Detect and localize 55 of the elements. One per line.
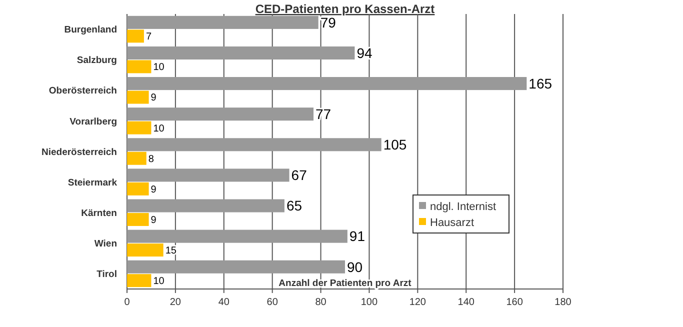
x-tick-label: 180 — [554, 297, 572, 308]
data-label: 7 — [146, 32, 152, 43]
y-tick-label: Niederösterreich — [41, 146, 118, 158]
bar — [127, 230, 348, 243]
bar — [127, 121, 152, 134]
data-label: 9 — [150, 214, 157, 226]
bar — [127, 138, 382, 152]
y-tick-label: Steiermark — [68, 177, 118, 188]
legend-label: ndgl. Internist — [430, 200, 496, 213]
data-label: 10 — [153, 123, 165, 134]
bar — [127, 30, 144, 43]
legend-label: Hausarzt — [430, 216, 474, 229]
y-tick-label: Wien — [94, 238, 118, 250]
bar — [127, 274, 152, 288]
x-tick-label: 80 — [315, 297, 327, 308]
y-tick-label: Kärnten — [81, 208, 118, 219]
bar — [127, 60, 152, 74]
bar — [127, 260, 345, 274]
x-tick-label: 140 — [458, 297, 475, 308]
data-label: 9 — [150, 184, 157, 196]
x-tick-label: 160 — [506, 297, 524, 308]
bar — [127, 244, 164, 257]
x-tick-label: 60 — [266, 297, 278, 308]
bar — [127, 168, 290, 182]
bar — [127, 90, 149, 104]
bar — [127, 152, 146, 165]
bar — [127, 199, 284, 212]
x-tick-label: 0 — [124, 297, 130, 308]
bar — [127, 16, 318, 29]
y-tick-label: Oberösterreich — [48, 86, 118, 97]
x-tick-label: 100 — [360, 297, 378, 308]
x-tick-label: 20 — [170, 297, 182, 308]
bar — [127, 108, 314, 121]
data-label: 65 — [286, 198, 302, 214]
data-label: 105 — [383, 136, 407, 153]
x-tick-label: 40 — [218, 297, 230, 308]
data-label: 8 — [148, 154, 154, 165]
data-label: 67 — [291, 167, 308, 184]
bar — [127, 182, 149, 196]
chart-title: CED-Patienten pro Kassen-Arzt — [255, 2, 435, 16]
bar — [127, 77, 527, 90]
data-label: 90 — [347, 258, 363, 275]
y-tick-label: Tirol — [96, 269, 117, 280]
data-label: 79 — [320, 14, 336, 30]
x-tick-label: 120 — [409, 297, 426, 308]
data-label: 10 — [153, 276, 165, 288]
data-label: 10 — [153, 62, 165, 74]
data-label: 165 — [528, 75, 552, 92]
y-tick-label: Burgenland — [64, 24, 118, 36]
data-label: 9 — [150, 92, 157, 104]
bar — [127, 46, 355, 60]
y-tick-label: Salzburg — [76, 55, 118, 66]
data-label: 91 — [349, 228, 366, 244]
y-tick-label: Vorarlberg — [70, 116, 118, 128]
bar — [127, 212, 149, 226]
